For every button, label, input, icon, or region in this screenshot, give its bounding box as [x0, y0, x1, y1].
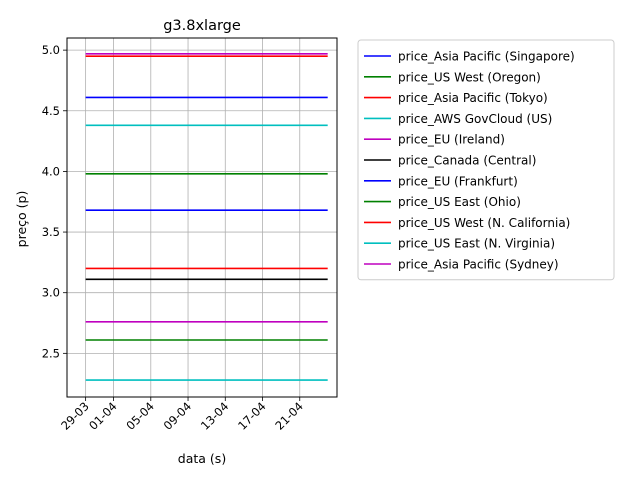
legend-label: price_US West (Oregon) — [398, 70, 541, 84]
x-tick-label: 05-04 — [123, 399, 157, 433]
x-tick-label: 17-04 — [235, 399, 269, 433]
x-tick-label: 29-03 — [58, 399, 92, 433]
legend-label: price_Asia Pacific (Singapore) — [398, 50, 575, 64]
y-tick-label: 5.0 — [42, 43, 60, 57]
y-axis-label: preço (p) — [14, 191, 29, 248]
x-tick-label: 21-04 — [272, 399, 306, 433]
y-tick-label: 3.0 — [42, 286, 60, 300]
legend-label: price_EU (Ireland) — [398, 133, 505, 147]
legend-label: price_AWS GovCloud (US) — [398, 112, 552, 126]
series-lines — [85, 52, 328, 381]
x-axis-label: data (s) — [178, 451, 226, 466]
y-tick-label: 4.5 — [42, 104, 60, 118]
plot-area-frame — [66, 37, 338, 398]
x-tick-label: 13-04 — [198, 399, 232, 433]
y-tick-label: 2.5 — [42, 346, 60, 360]
chart-title: g3.8xlarge — [163, 18, 241, 34]
legend-label: price_Asia Pacific (Tokyo) — [398, 91, 548, 105]
y-tick-label: 4.0 — [42, 164, 60, 178]
legend-label: price_EU (Frankfurt) — [398, 174, 518, 188]
grid-lines — [67, 38, 337, 397]
x-tick-label: 01-04 — [86, 399, 120, 433]
legend-label: price_US West (N. California) — [398, 216, 570, 230]
legend-label: price_Canada (Central) — [398, 154, 536, 168]
y-tick-label: 3.5 — [42, 225, 60, 239]
legend: price_Asia Pacific (Singapore) price_US W… — [357, 39, 615, 281]
legend-label: price_US East (Ohio) — [398, 195, 521, 209]
legend-box — [357, 39, 615, 281]
x-tick-label: 09-04 — [161, 399, 195, 433]
legend-label: price_Asia Pacific (Sydney) — [398, 258, 559, 272]
legend-label: price_US East (N. Virginia) — [398, 237, 555, 251]
